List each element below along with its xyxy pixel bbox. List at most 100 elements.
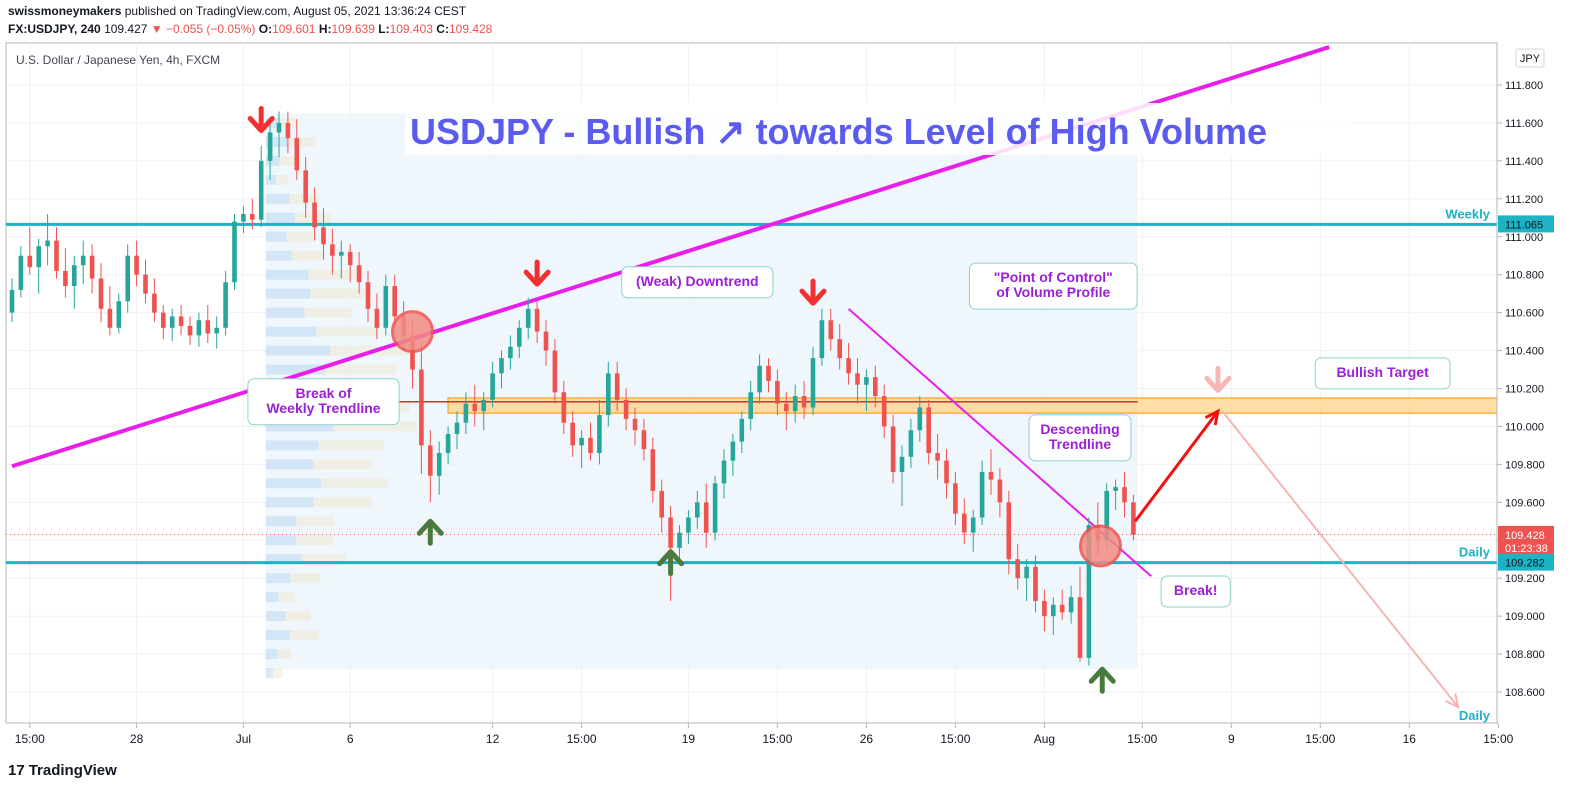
candle-body bbox=[294, 138, 300, 171]
candle-body bbox=[1086, 525, 1092, 658]
price-chart[interactable]: (Weak) Downtrend "Point of Control" of Vol… bbox=[0, 0, 1588, 760]
price-tick-label: 110.800 bbox=[1505, 270, 1544, 282]
candle bbox=[561, 380, 567, 435]
candle bbox=[819, 308, 825, 366]
candle-body bbox=[1122, 487, 1127, 503]
price-tick-label: 108.600 bbox=[1505, 687, 1545, 699]
candle bbox=[606, 361, 611, 427]
up-arrow-low1 bbox=[416, 518, 444, 546]
candle-body bbox=[721, 460, 727, 484]
candle bbox=[703, 483, 709, 548]
candle-body bbox=[107, 308, 113, 328]
candle bbox=[490, 361, 495, 408]
volume-profile-bar bbox=[265, 307, 305, 318]
candle bbox=[1113, 479, 1118, 510]
candle bbox=[258, 145, 264, 228]
break-callout: Break! bbox=[1160, 575, 1231, 608]
chart-title: USDJPY - Bullish ↗ towards Level of High… bbox=[410, 111, 1267, 152]
candle-body bbox=[953, 483, 958, 514]
candle bbox=[784, 392, 789, 431]
callout-line: (Weak) Downtrend bbox=[636, 273, 759, 289]
candle bbox=[766, 358, 771, 393]
tradingview-logo-icon: 17 bbox=[8, 762, 25, 779]
down-arrow-right bbox=[799, 278, 827, 306]
currency-label: JPY bbox=[1520, 53, 1541, 65]
volume-profile-bar bbox=[265, 326, 317, 337]
candle bbox=[695, 490, 700, 529]
candle bbox=[988, 449, 994, 495]
volume-profile-bar bbox=[265, 554, 302, 565]
tradingview-brand[interactable]: 17 TradingView bbox=[8, 762, 117, 779]
candle-body bbox=[712, 483, 718, 533]
volume-profile-bar bbox=[308, 269, 362, 280]
candle-body bbox=[392, 286, 397, 317]
time-tick-label: Jul bbox=[236, 732, 251, 746]
candle-body bbox=[9, 289, 15, 313]
price-tick-label: 108.800 bbox=[1505, 649, 1545, 661]
candle-body bbox=[534, 308, 540, 332]
price-tick-label: 110.400 bbox=[1505, 346, 1544, 358]
arrow-head bbox=[657, 549, 685, 567]
lower-daily-label: Daily bbox=[1459, 708, 1491, 723]
candle bbox=[855, 358, 860, 404]
instrument-label: U.S. Dollar / Japanese Yen, 4h, FXCM bbox=[16, 53, 220, 67]
arrow-head bbox=[1204, 408, 1221, 426]
candle-body bbox=[134, 255, 139, 275]
candle-body bbox=[677, 532, 682, 548]
callout-line: Bullish Target bbox=[1336, 364, 1429, 380]
candle bbox=[935, 434, 940, 480]
volume-profile-bar bbox=[265, 174, 276, 185]
candle-body bbox=[365, 282, 371, 309]
candle-body bbox=[579, 437, 584, 446]
volume-profile-bar bbox=[304, 307, 353, 318]
high-label: H: bbox=[318, 22, 332, 36]
candle bbox=[1015, 544, 1020, 590]
candle-body bbox=[1113, 487, 1118, 491]
time-tick-label: 15:00 bbox=[15, 732, 45, 746]
arrow-head bbox=[1088, 666, 1116, 684]
candle bbox=[614, 361, 620, 412]
candle bbox=[1068, 585, 1074, 624]
level-price-tag-text: 109.282 bbox=[1505, 558, 1545, 570]
candle-body bbox=[517, 327, 522, 347]
volume-profile-bar bbox=[310, 288, 365, 299]
time-tick-label: 15:00 bbox=[567, 732, 597, 746]
volume-profile-bar bbox=[265, 231, 287, 242]
author-name[interactable]: swissmoneymakers bbox=[8, 4, 122, 18]
candle bbox=[828, 308, 834, 351]
time-tick-label: 9 bbox=[1228, 732, 1235, 746]
candle bbox=[1059, 589, 1065, 620]
close-label: C: bbox=[436, 22, 449, 36]
candle-body bbox=[819, 320, 825, 359]
low-label: L: bbox=[378, 22, 390, 36]
up-arrow-low3 bbox=[1088, 666, 1116, 694]
candle bbox=[294, 119, 300, 180]
candle bbox=[356, 251, 362, 294]
candle-body bbox=[490, 373, 495, 400]
price-tick-label: 111.400 bbox=[1505, 156, 1543, 168]
candle bbox=[454, 411, 460, 450]
candle-body bbox=[1068, 597, 1074, 613]
volume-profile-bar bbox=[333, 421, 417, 432]
candle bbox=[303, 157, 308, 218]
time-tick-label: 12 bbox=[486, 732, 500, 746]
candle-body bbox=[330, 244, 335, 256]
candle bbox=[178, 305, 184, 336]
weekly-level-label: Weekly bbox=[1445, 206, 1490, 221]
candle bbox=[686, 509, 691, 545]
price-tick-label: 109.200 bbox=[1505, 573, 1545, 585]
candle-body bbox=[232, 221, 237, 283]
volume-profile-bar bbox=[265, 535, 297, 546]
candle-body bbox=[935, 452, 940, 461]
callout-line: of Volume Profile bbox=[996, 284, 1110, 300]
candle bbox=[588, 422, 593, 461]
candle-body bbox=[1024, 566, 1029, 579]
candle bbox=[953, 471, 958, 526]
publish-info: published on TradingView.com, August 05,… bbox=[124, 4, 467, 18]
candle bbox=[250, 198, 255, 230]
candle-body bbox=[18, 255, 24, 290]
candle-body bbox=[72, 265, 77, 287]
candle-body bbox=[196, 320, 202, 336]
candle-body bbox=[45, 240, 50, 247]
open-value: 109.601 bbox=[272, 22, 316, 36]
